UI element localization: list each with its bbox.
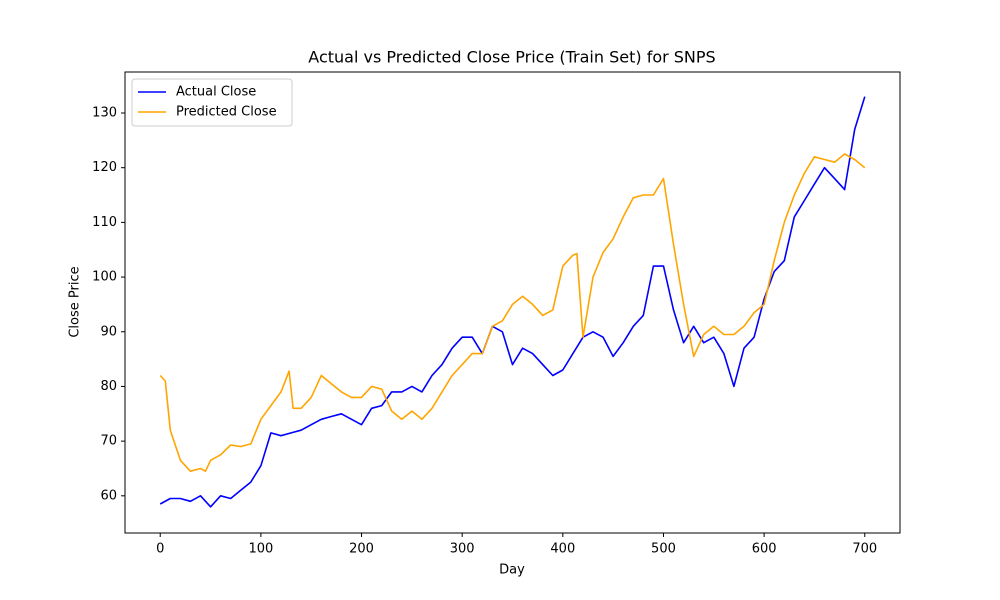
legend-box bbox=[131, 78, 293, 127]
chart-title: Actual vs Predicted Close Price (Train S… bbox=[308, 48, 715, 67]
x-tick-label: 700 bbox=[852, 542, 877, 557]
y-tick-label: 100 bbox=[92, 270, 117, 285]
x-axis-label: Day bbox=[499, 563, 525, 578]
series-line bbox=[159, 153, 866, 472]
y-tick-label: 130 bbox=[92, 106, 117, 121]
legend-label: Actual Close bbox=[176, 85, 256, 100]
x-tick-label: 100 bbox=[248, 542, 273, 557]
y-tick-label: 120 bbox=[92, 160, 117, 175]
x-tick-label: 300 bbox=[450, 542, 475, 557]
plot-frame bbox=[124, 71, 901, 534]
x-tick-label: 500 bbox=[651, 542, 676, 557]
x-tick-label: 200 bbox=[349, 542, 374, 557]
legend: Actual Close Predicted Close bbox=[131, 78, 293, 127]
x-tick-label: 600 bbox=[752, 542, 777, 557]
y-tick-label: 90 bbox=[100, 324, 117, 339]
y-tick-label: 80 bbox=[100, 379, 117, 394]
y-tick-label: 70 bbox=[100, 434, 117, 449]
series-line bbox=[159, 96, 866, 508]
legend-label: Predicted Close bbox=[176, 105, 277, 120]
y-axis-label: Close Price bbox=[68, 266, 83, 337]
y-tick-label: 60 bbox=[100, 488, 117, 503]
x-tick-label: 400 bbox=[550, 542, 575, 557]
y-tick-label: 110 bbox=[92, 215, 117, 230]
x-tick-label: 0 bbox=[156, 542, 164, 557]
